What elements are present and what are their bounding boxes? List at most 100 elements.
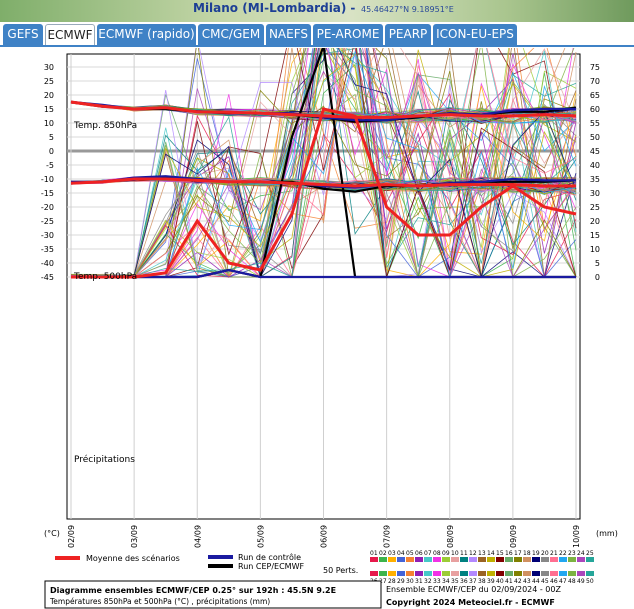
pert-number: 20: [541, 550, 549, 557]
x-tick-label: 05/09: [256, 525, 265, 548]
pert-number: 16: [505, 550, 513, 557]
pert-swatch: [532, 557, 540, 562]
pert-number: 38: [478, 578, 486, 585]
y-right-tick-label: 60: [590, 105, 600, 114]
pert-number: 04: [397, 550, 405, 557]
pert-number: 15: [496, 550, 504, 557]
y-right-tick-label: 25: [590, 203, 600, 212]
legend-perts-label: 50 Perts.: [323, 566, 358, 575]
model-tabs: GEFS ECMWF ECMWF (rapido) CMC/GEM NAEFS …: [0, 24, 634, 46]
pert-swatch: [451, 557, 459, 562]
x-tick-label: 07/09: [383, 525, 392, 548]
pert-swatch: [442, 571, 450, 576]
pert-swatch: [406, 571, 414, 576]
x-tick-label: 09/09: [509, 525, 518, 548]
y-right-tick-label: 10: [590, 245, 600, 254]
label-precip: Précipitations: [74, 454, 135, 465]
pert-number: 11: [460, 550, 468, 557]
pert-number: 32: [424, 578, 432, 585]
y-left-tick-label: 10: [44, 119, 54, 128]
perturbation-line: [71, 53, 577, 278]
x-tick-label: 06/09: [320, 525, 329, 548]
pert-swatch: [514, 571, 522, 576]
label-t500: Temp. 500hPa: [73, 272, 137, 282]
pert-swatch: [397, 571, 405, 576]
pert-number: 29: [397, 578, 405, 585]
pert-swatch: [496, 557, 504, 562]
pert-swatch: [478, 557, 486, 562]
series-line: [71, 107, 577, 279]
pert-swatch: [379, 571, 387, 576]
tab-pearp[interactable]: PEARP: [385, 24, 431, 45]
pert-number: 39: [487, 578, 495, 585]
pert-number: 14: [487, 550, 495, 557]
pert-number: 40: [496, 578, 504, 585]
left-unit: (°C): [44, 529, 60, 538]
y-right-tick-label: 15: [590, 231, 600, 240]
pert-number: 25: [586, 550, 594, 557]
pert-number: 17: [514, 550, 522, 557]
pert-swatch: [550, 571, 558, 576]
pert-number: 41: [505, 578, 513, 585]
legend-oper-label: Run CEP/ECMWF: [238, 562, 304, 571]
perturbation-line: [70, 48, 577, 279]
pert-swatch: [469, 557, 477, 562]
pert-swatch: [559, 571, 567, 576]
y-left-tick-label: 15: [44, 105, 54, 114]
pert-number: 27: [379, 578, 387, 585]
y-left-tick-label: 20: [44, 91, 54, 100]
tab-icon-eu-eps[interactable]: ICON-EU-EPS: [433, 24, 517, 45]
x-tick-label: 10/09: [572, 525, 581, 548]
y-left-tick-label: -25: [41, 217, 54, 226]
y-right-tick-label: 65: [590, 91, 600, 100]
x-tick-label: 03/09: [130, 525, 139, 548]
pert-number: 31: [415, 578, 423, 585]
y-left-tick-label: -45: [41, 273, 54, 282]
tab-pe-arome[interactable]: PE-AROME: [313, 24, 383, 45]
pert-swatch: [415, 557, 423, 562]
header-banner: Milano (MI-Lombardia) - 45.46427°N 9.1895…: [0, 0, 634, 22]
pert-swatch: [541, 571, 549, 576]
tab-underline: [0, 45, 634, 47]
pert-swatch: [505, 571, 513, 576]
pert-number: 33: [433, 578, 441, 585]
pert-number: 12: [469, 550, 477, 557]
pert-swatch: [541, 557, 549, 562]
y-left-tick-label: -30: [41, 231, 54, 240]
main-series-lines: [70, 48, 577, 279]
pert-swatch: [568, 571, 576, 576]
pert-swatch: [388, 557, 396, 562]
tab-ecmwf[interactable]: ECMWF: [45, 24, 95, 45]
y-left-tick-label: -15: [41, 189, 54, 198]
pert-swatch: [433, 557, 441, 562]
pert-number: 43: [523, 578, 531, 585]
y-right-tick-label: 75: [590, 63, 600, 72]
pert-swatch: [460, 571, 468, 576]
y-right-tick-label: 20: [590, 217, 600, 226]
perturbation-line: [71, 48, 577, 279]
y-left-tick-label: 0: [49, 147, 54, 156]
y-right-tick-label: 40: [590, 161, 600, 170]
pert-swatch: [586, 557, 594, 562]
pert-number: 23: [568, 550, 576, 557]
pert-swatch: [577, 571, 585, 576]
pert-swatch: [532, 571, 540, 576]
pert-number: 36: [460, 578, 468, 585]
x-axis: 02/09 03/09 04/09 05/09 06/09 07/09 08/09 09/09…: [67, 525, 581, 548]
pert-swatch: [460, 557, 468, 562]
pert-swatch: [379, 557, 387, 562]
tab-ecmwf-rapido[interactable]: ECMWF (rapido): [97, 24, 196, 45]
tab-gefs[interactable]: GEFS: [3, 24, 43, 45]
tab-naefs[interactable]: NAEFS: [266, 24, 311, 45]
tab-cmc-gem[interactable]: CMC/GEM: [198, 24, 264, 45]
pert-number: 46: [550, 578, 558, 585]
pert-number: 35: [451, 578, 459, 585]
x-tick-label: 08/09: [446, 525, 455, 548]
left-axis: 30 25 20 15 10 5 0 -5 -10 -15 -20 -25 -30 -35 -40 -45: [41, 63, 54, 282]
title-dash: -: [350, 1, 356, 15]
perturbation-line: [71, 70, 577, 279]
pert-swatch: [469, 571, 477, 576]
pert-number: 06: [415, 550, 423, 557]
perturbation-line: [71, 48, 577, 278]
